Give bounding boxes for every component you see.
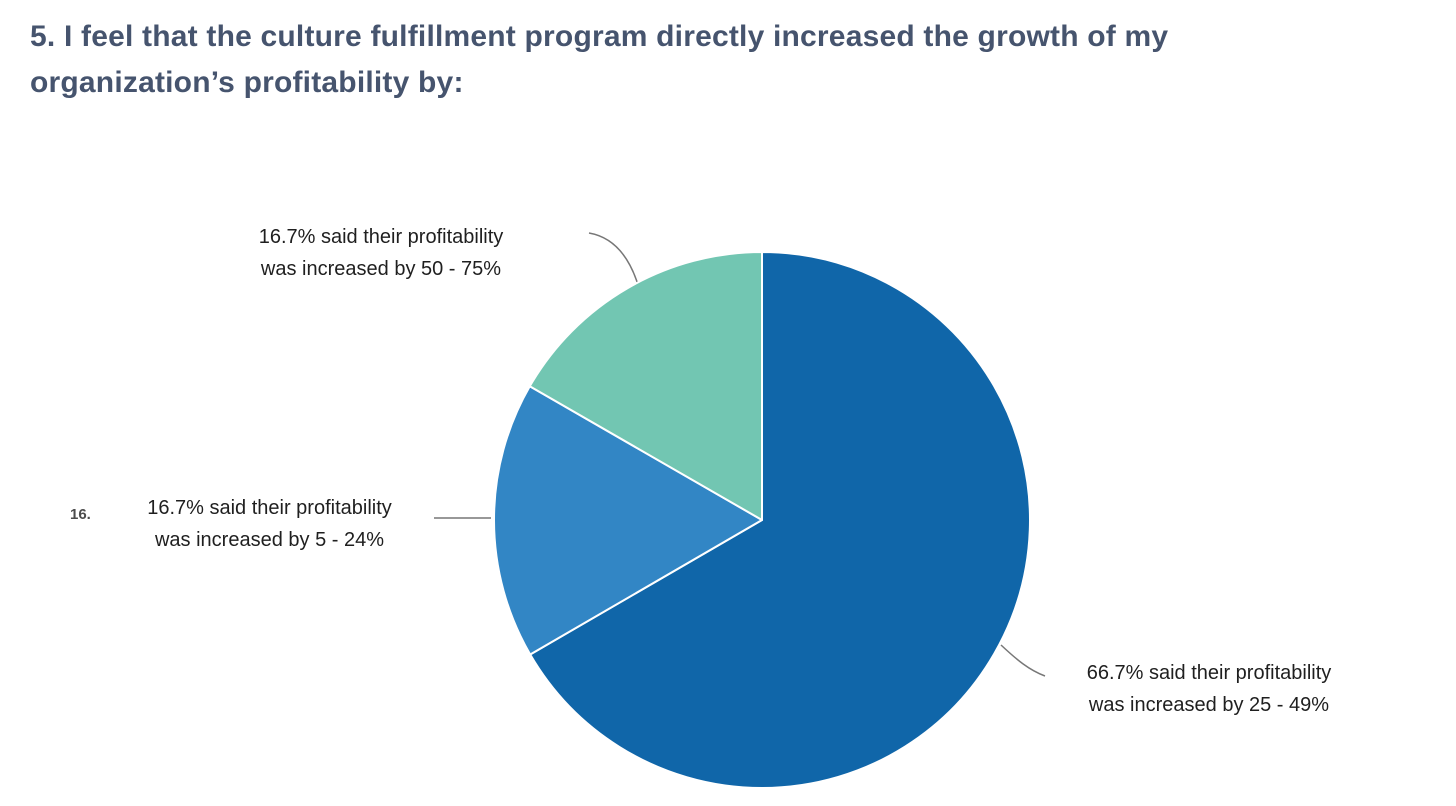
label-25-49-line1: 66.7% said their profitability — [1086, 662, 1332, 684]
label-25-49: 66.7% said their profitability was incre… — [1034, 657, 1384, 721]
pie-chart-area — [492, 250, 1032, 790]
label-5-24-line2: was increased by 5 - 24% — [154, 529, 384, 551]
pie-slice[interactable] — [528, 251, 763, 521]
label-50-75-line1: 16.7% said their profitability — [258, 226, 504, 248]
truncated-label: 16. — [70, 506, 91, 523]
label-5-24-line1: 16.7% said their profitability — [147, 497, 392, 519]
label-5-24: 16.7% said their profitability was incre… — [97, 492, 442, 556]
page-title-line1: 5. I feel that the culture fulfillment p… — [30, 20, 1169, 53]
pie-slice[interactable] — [529, 251, 1031, 789]
pie-chart[interactable] — [492, 250, 1032, 790]
page-title: 5. I feel that the culture fulfillment p… — [30, 14, 1168, 106]
label-50-75-line2: was increased by 50 - 75% — [260, 258, 502, 280]
label-25-49-line2: was increased by 25 - 49% — [1088, 694, 1330, 716]
label-50-75: 16.7% said their profitability was incre… — [181, 221, 581, 285]
page-title-line2: organization’s profitability by: — [30, 66, 464, 99]
pie-slice[interactable] — [493, 385, 763, 656]
